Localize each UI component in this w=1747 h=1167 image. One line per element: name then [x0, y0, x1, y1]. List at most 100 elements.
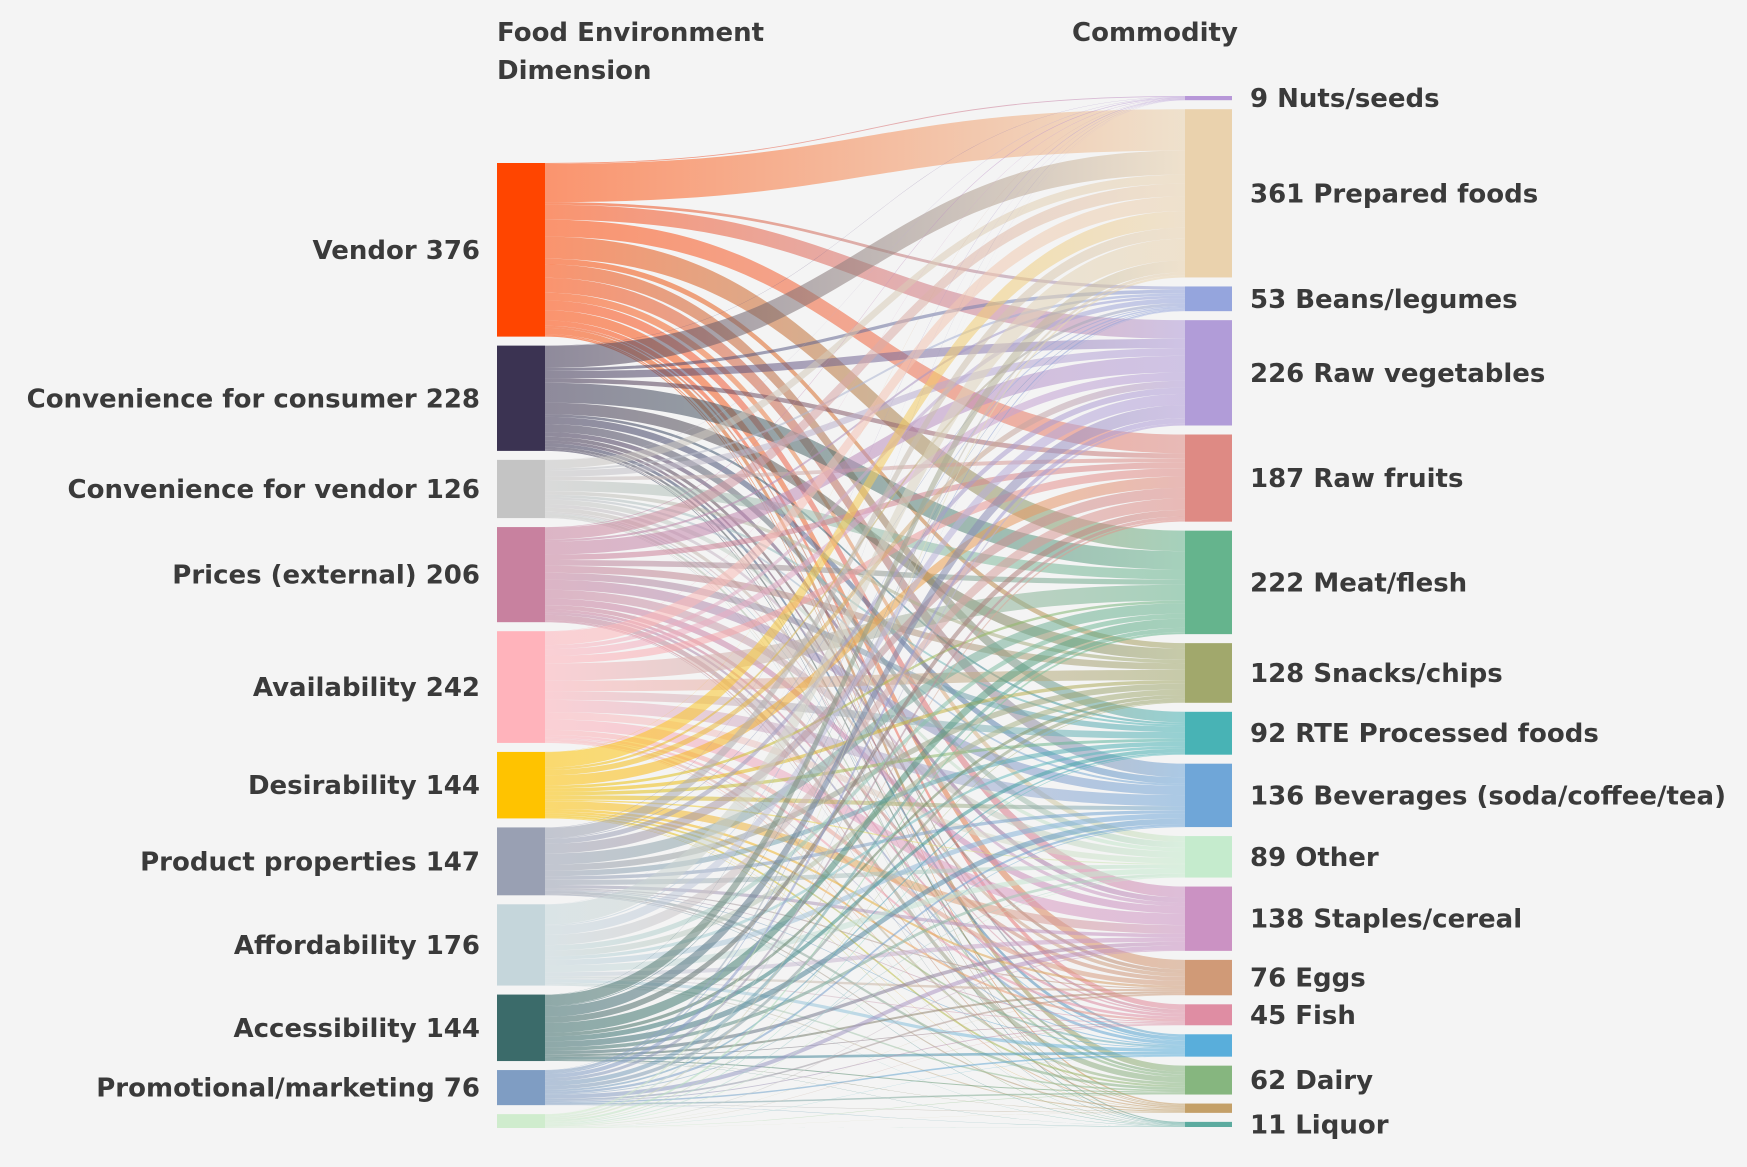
source-label-product-properties: Product properties 147	[140, 847, 480, 877]
target-node-liquor	[1185, 1121, 1232, 1127]
link-accessibility-to-staples-cereal	[545, 941, 1185, 1055]
target-label-liquor: 11 Liquor	[1250, 1110, 1389, 1140]
source-label-accessibility: Accessibility 144	[234, 1014, 481, 1044]
link-affordability-to-staples-cereal	[545, 937, 1185, 977]
target-label-other: 89 Other	[1250, 843, 1379, 873]
link-accessibility-to-liquor	[545, 1060, 1185, 1127]
link-affordability-to-eggs	[545, 976, 1185, 992]
target-label-raw-vegetables: 226 Raw vegetables	[1250, 359, 1545, 389]
link-unlabeled-to-fish	[545, 1024, 1185, 1128]
link-convenience-for-vendor-to-nuts-seeds	[545, 97, 1185, 461]
target-node-meat-flesh	[1185, 530, 1232, 635]
source-label-affordability: Affordability 176	[234, 931, 480, 961]
source-label-promotional-marketing: Promotional/marketing 76	[96, 1074, 480, 1104]
target-node-rte-processed-foods	[1185, 711, 1232, 755]
link-desirability-to-beverages-soda-coffee-tea	[545, 795, 1185, 811]
link-unlabeled-to-eggs	[545, 995, 1185, 1127]
target-label-eggs: 76 Eggs	[1250, 964, 1366, 994]
link-desirability-to-prepared-foods	[545, 211, 1185, 768]
target-label-prepared-foods: 361 Prepared foods	[1250, 179, 1538, 209]
link-prices-external-to-fish	[545, 609, 1185, 1017]
link-unlabeled-to-unlabeled	[545, 1112, 1185, 1128]
link-product-properties-to-unlabeled	[545, 890, 1185, 1049]
source-label-availability: Availability 242	[253, 673, 480, 703]
link-product-properties-to-other	[545, 864, 1185, 885]
link-convenience-for-vendor-to-fish	[545, 511, 1185, 1014]
link-accessibility-to-nuts-seeds	[545, 99, 1185, 995]
link-desirability-to-meat-flesh	[545, 600, 1185, 789]
target-node-nuts-seeds	[1185, 96, 1232, 101]
link-promotional-marketing-to-beverages-soda-coffee-tea	[545, 823, 1185, 1094]
link-desirability-to-nuts-seeds	[545, 98, 1185, 753]
link-convenience-for-vendor-to-beans-legumes	[545, 293, 1185, 471]
link-accessibility-to-other	[545, 873, 1185, 1051]
link-availability-to-snacks-chips	[545, 669, 1185, 692]
source-label-convenience-for-vendor: Convenience for vendor 126	[68, 475, 480, 505]
link-availability-to-raw-fruits	[545, 468, 1185, 664]
link-promotional-marketing-to-unlabeled	[545, 1104, 1185, 1113]
link-unlabeled-to-other	[545, 876, 1185, 1126]
link-accessibility-to-unlabeled	[545, 1051, 1185, 1060]
link-promotional-marketing-to-meat-flesh	[545, 627, 1185, 1086]
target-label-beans-legumes: 53 Beans/legumes	[1250, 285, 1518, 315]
right-column-header: Commodity	[1072, 18, 1238, 48]
target-label-dairy: 62 Dairy	[1250, 1066, 1373, 1096]
link-product-properties-to-unlabeled	[545, 893, 1185, 1111]
link-promotional-marketing-to-raw-fruits	[545, 516, 1185, 1082]
link-product-properties-to-rte-processed-foods	[545, 741, 1185, 877]
left-column-header-line1: Food Environment	[497, 18, 764, 48]
link-convenience-for-vendor-to-eggs	[545, 507, 1185, 977]
link-convenience-for-vendor-to-staples-cereal	[545, 504, 1185, 907]
link-promotional-marketing-to-dairy	[545, 1092, 1185, 1105]
link-promotional-marketing-to-unlabeled	[545, 1054, 1185, 1103]
target-node-staples-cereal	[1185, 886, 1232, 951]
link-promotional-marketing-to-snacks-chips	[545, 698, 1185, 1090]
link-accessibility-to-snacks-chips	[545, 695, 1185, 1037]
target-node-beans-legumes	[1185, 286, 1232, 312]
source-node-affordability	[497, 904, 545, 986]
link-desirability-to-fish	[545, 811, 1185, 1022]
link-product-properties-to-nuts-seeds	[545, 98, 1185, 828]
source-node-unlabeled	[497, 1114, 545, 1128]
link-availability-to-beans-legumes	[545, 298, 1185, 650]
link-affordability-to-meat-flesh	[545, 613, 1185, 951]
link-product-properties-to-meat-flesh	[545, 603, 1185, 865]
link-unlabeled-to-liquor	[545, 1126, 1185, 1128]
link-affordability-to-nuts-seeds	[545, 99, 1185, 905]
link-convenience-for-consumer-to-nuts-seeds	[545, 96, 1185, 346]
link-convenience-for-consumer-to-beans-legumes	[545, 289, 1185, 371]
target-label-raw-fruits: 187 Raw fruits	[1250, 464, 1463, 494]
link-availability-to-unlabeled	[545, 741, 1185, 1110]
source-node-product-properties	[497, 827, 545, 896]
link-affordability-to-unlabeled	[545, 984, 1185, 1112]
link-product-properties-to-snacks-chips	[545, 683, 1185, 871]
link-convenience-for-consumer-to-dairy	[545, 446, 1185, 1075]
link-desirability-to-staples-cereal	[545, 801, 1185, 934]
target-label-rte-processed-foods: 92 RTE Processed foods	[1250, 719, 1599, 749]
link-prices-external-to-raw-vegetables	[545, 355, 1185, 555]
target-node-unlabeled	[1185, 1034, 1232, 1057]
sankey-labels: Vendor 376 Convenience for consumer 228 Co…	[27, 84, 1726, 1140]
link-promotional-marketing-to-liquor	[545, 1104, 1185, 1127]
link-affordability-to-beans-legumes	[545, 307, 1185, 926]
source-node-convenience-for-consumer	[497, 345, 545, 451]
link-unlabeled-to-raw-fruits	[545, 519, 1185, 1120]
target-node-prepared-foods	[1185, 109, 1232, 278]
link-prices-external-to-prepared-foods	[545, 183, 1185, 540]
link-convenience-for-vendor-to-prepared-foods	[545, 174, 1185, 469]
link-product-properties-to-dairy	[545, 890, 1185, 1090]
link-product-properties-to-staples-cereal	[545, 884, 1185, 938]
link-product-properties-to-raw-vegetables	[545, 387, 1185, 844]
target-node-eggs	[1185, 959, 1232, 996]
link-promotional-marketing-to-raw-vegetables	[545, 418, 1185, 1079]
link-product-properties-to-beverages-soda-coffee-tea	[545, 810, 1185, 880]
source-node-prices-external	[497, 527, 545, 623]
target-node-snacks-chips	[1185, 643, 1232, 703]
link-availability-to-other	[545, 711, 1185, 864]
source-label-prices-external: Prices (external) 206	[172, 561, 480, 591]
target-label-staples-cereal: 138 Staples/cereal	[1250, 905, 1522, 935]
link-vendor-to-raw-fruits	[545, 219, 1185, 454]
link-desirability-to-liquor	[545, 817, 1185, 1126]
link-accessibility-to-prepared-foods	[545, 260, 1185, 1006]
